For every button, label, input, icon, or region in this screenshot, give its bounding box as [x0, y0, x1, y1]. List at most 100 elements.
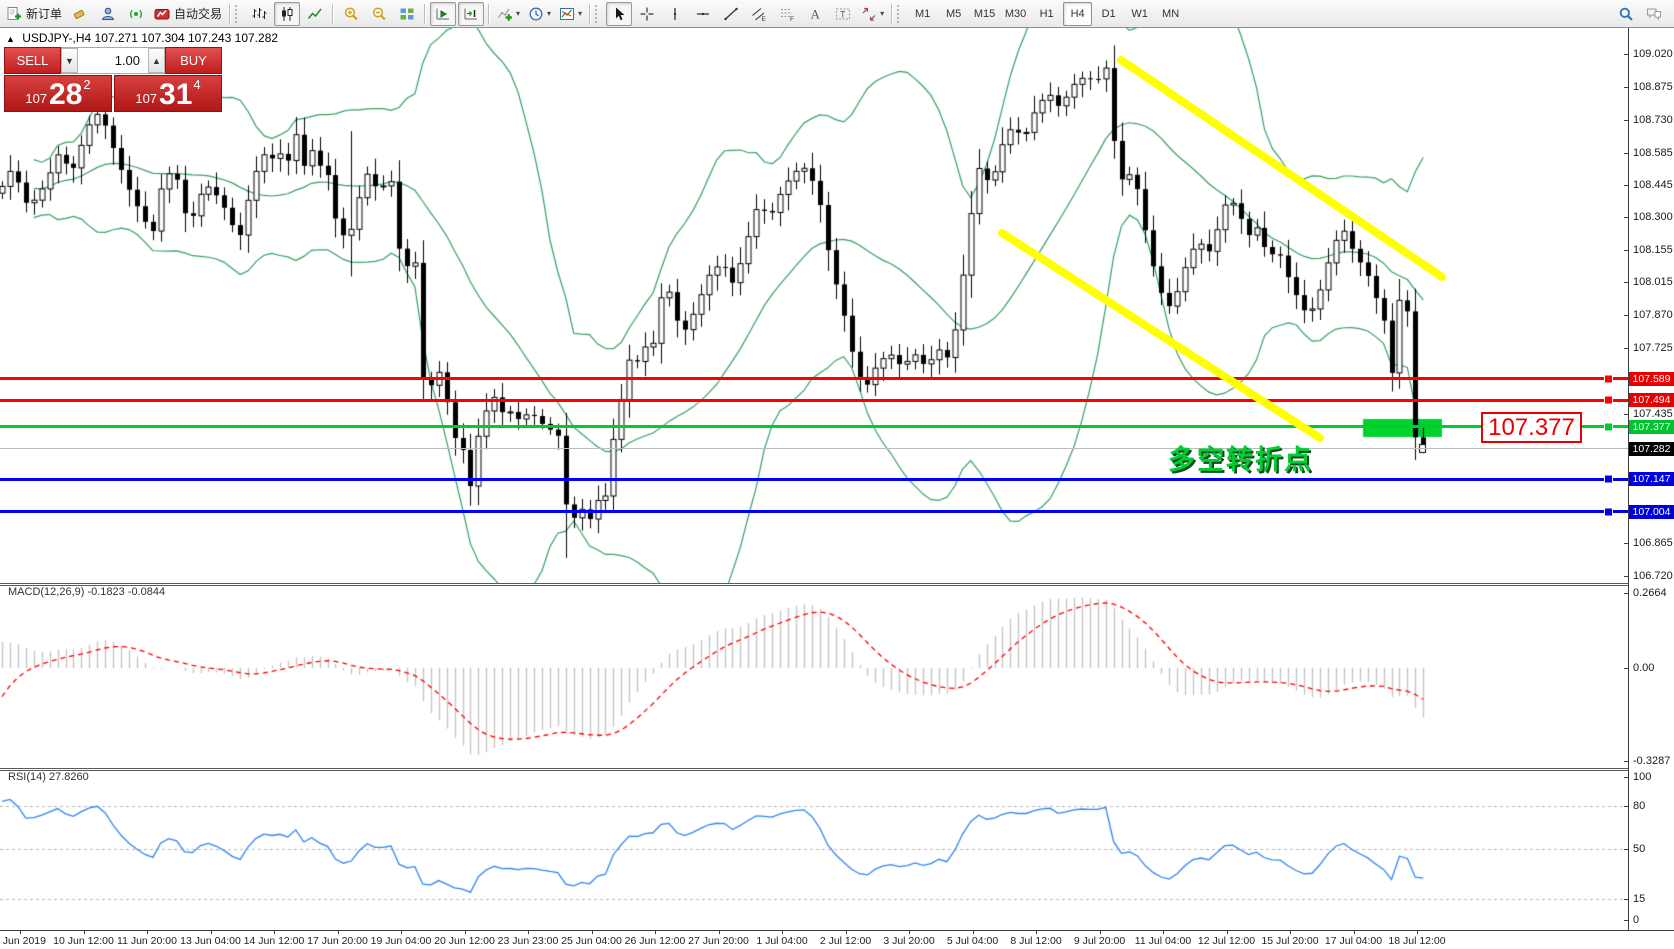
volume-increase-button[interactable]: ▲: [148, 48, 165, 73]
date-label: 23 Jun 23:00: [497, 935, 559, 947]
price-tag-107.147: 107.147: [1629, 472, 1674, 487]
sell-price-tile[interactable]: 107 28 2: [4, 75, 112, 112]
toolbar-grip[interactable]: [595, 4, 602, 23]
buy-button[interactable]: BUY: [165, 47, 222, 74]
turning-point-note[interactable]: 多空转折点: [1168, 445, 1313, 475]
date-label: 15 Jul 20:00: [1261, 935, 1319, 947]
price-tick-label: 108.875: [1633, 80, 1673, 93]
support-resistance-line-107.147[interactable]: [0, 477, 1628, 481]
profile-button[interactable]: [95, 2, 121, 26]
text-button[interactable]: A: [802, 2, 828, 26]
main-toolbar: 新订单 自动交易 ▾ ▾ ▾ E F A T ▾ M1 M5 M15 M30 H1 H4 D1 W1 MN: [0, 0, 1674, 28]
volume-decrease-button[interactable]: ▼: [61, 48, 78, 73]
line-handle[interactable]: [1604, 507, 1613, 517]
timeframe-button-h1[interactable]: H1: [1039, 7, 1054, 20]
autoscroll-button[interactable]: [430, 1, 457, 26]
main-chart-canvas[interactable]: [0, 28, 1628, 583]
fibonacci-button[interactable]: F: [774, 2, 800, 26]
axis-tick: [1624, 414, 1629, 415]
svg-text:T: T: [840, 9, 846, 19]
toolbar-grip[interactable]: [897, 4, 904, 23]
price-tag-107.377: 107.377: [1629, 419, 1674, 434]
date-label: 18 Jul 12:00: [1388, 935, 1446, 947]
rsi-scale-label: 15: [1633, 892, 1646, 905]
line-handle[interactable]: [1604, 374, 1613, 384]
line-handle[interactable]: [1604, 395, 1613, 405]
price-tick-label: 108.155: [1633, 244, 1673, 257]
support-resistance-line-107.494[interactable]: [0, 398, 1628, 402]
candlestick-button[interactable]: [274, 1, 301, 26]
price-tag-107.282: 107.282: [1629, 441, 1674, 456]
crosshair-button[interactable]: [634, 2, 660, 26]
indicators-button[interactable]: ▾: [494, 2, 523, 26]
rsi-scale-label: 100: [1633, 771, 1652, 783]
rsi-scale-label: 0: [1633, 914, 1640, 926]
support-resistance-line-107.589[interactable]: [0, 377, 1628, 381]
rsi-scale-label: 80: [1633, 799, 1646, 812]
date-tick: [147, 931, 148, 934]
cursor-button[interactable]: [606, 1, 633, 26]
equidistant-channel-icon: E: [751, 6, 767, 22]
timeframe-button-w1[interactable]: W1: [1131, 7, 1148, 20]
trendline-button[interactable]: [718, 2, 744, 26]
periods-button[interactable]: ▾: [525, 2, 554, 26]
price-callout-label[interactable]: 107.377: [1481, 412, 1582, 443]
date-tick: [592, 931, 593, 934]
signals-button[interactable]: [123, 2, 149, 26]
tile-windows-button[interactable]: [394, 2, 420, 26]
buy-price-tile[interactable]: 107 31 4: [114, 75, 222, 112]
panel-separator-rsi[interactable]: [0, 768, 1674, 771]
timeframe-button-m30[interactable]: M30: [1004, 7, 1027, 20]
timeframe-button-h4[interactable]: H4: [1063, 1, 1093, 26]
equidistant-channel-button[interactable]: E: [746, 2, 772, 26]
eraser-button[interactable]: [67, 2, 93, 26]
volume-input[interactable]: [78, 48, 148, 73]
support-resistance-line-107.377[interactable]: [0, 425, 1628, 429]
arrows-button[interactable]: ▾: [858, 2, 887, 26]
collapse-triangle-icon[interactable]: ▲: [6, 34, 15, 44]
timeframe-button-d1[interactable]: D1: [1101, 7, 1116, 20]
line-chart-button[interactable]: [302, 2, 328, 26]
autotrade-icon: [154, 6, 170, 22]
sell-price-main: 28: [49, 78, 83, 111]
text-label-button[interactable]: T: [830, 2, 856, 26]
bar-chart-button[interactable]: [246, 2, 272, 26]
rsi-panel-canvas[interactable]: [0, 768, 1628, 930]
panel-separator-macd[interactable]: [0, 583, 1674, 586]
green-zone-rect[interactable]: [1363, 419, 1442, 437]
line-handle[interactable]: [1604, 474, 1613, 484]
axis-tick: [1624, 849, 1629, 850]
crosshair-icon: [639, 6, 655, 22]
timeframe-button-mn[interactable]: MN: [1162, 7, 1180, 20]
new-order-button[interactable]: 新订单: [3, 2, 65, 26]
chat-button[interactable]: [1641, 2, 1667, 26]
timeframe-button-m1[interactable]: M1: [914, 7, 931, 20]
axis-tick: [1624, 250, 1629, 251]
buy-price-main: 31: [159, 78, 193, 111]
date-tick: [1417, 931, 1418, 934]
date-label: 3 Jul 20:00: [883, 935, 935, 947]
rsi-scale-label: 50: [1633, 842, 1646, 855]
date-label: 13 Jun 04:00: [180, 935, 241, 947]
zoom-in-button[interactable]: [338, 2, 364, 26]
horizontal-line-button[interactable]: [690, 2, 716, 26]
timeframe-button-m15[interactable]: M15: [973, 7, 996, 20]
macd-panel-canvas[interactable]: [0, 583, 1628, 768]
timeframe-button-m5[interactable]: M5: [945, 7, 962, 20]
chart-shift-button[interactable]: [458, 1, 485, 26]
zoom-out-button[interactable]: [366, 2, 392, 26]
templates-button[interactable]: ▾: [556, 2, 585, 26]
line-handle[interactable]: [1604, 422, 1613, 432]
chevron-down-icon: ▾: [516, 9, 521, 18]
search-button[interactable]: [1613, 2, 1639, 26]
date-tick: [973, 931, 974, 934]
new-order-label: 新订单: [26, 7, 63, 21]
fibonacci-icon: F: [779, 6, 795, 22]
auto-trading-button[interactable]: 自动交易: [151, 2, 225, 26]
support-resistance-line-107.004[interactable]: [0, 510, 1628, 514]
sell-button[interactable]: SELL: [4, 47, 61, 74]
vertical-line-button[interactable]: [662, 2, 688, 26]
vertical-line-icon: [667, 6, 683, 22]
toolbar-grip[interactable]: [235, 4, 242, 23]
